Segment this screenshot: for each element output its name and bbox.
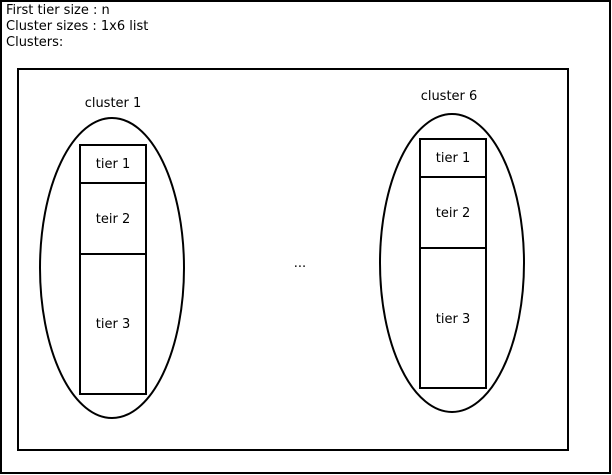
clusters-ellipsis: ... <box>294 256 306 271</box>
cluster-6-label: cluster 6 <box>421 89 478 104</box>
cluster-6: cluster 6 tier 1 teir 2 tier 3 <box>379 89 525 413</box>
cluster-6-tier-1-label: tier 1 <box>436 151 470 166</box>
cluster-1-label: cluster 1 <box>85 96 142 111</box>
clusters-heading: Clusters: <box>6 35 64 50</box>
cluster-1: cluster 1 tier 1 teir 2 tier 3 <box>39 96 185 419</box>
clusters-container <box>17 68 569 451</box>
cluster-1-tier-2-label: teir 2 <box>96 212 130 227</box>
cluster-6-ellipse <box>379 113 525 413</box>
cluster-6-tier-3-label: tier 3 <box>436 312 470 327</box>
cluster-1-ellipse <box>39 117 185 419</box>
cluster-6-tier-2-label: teir 2 <box>436 206 470 221</box>
cluster-6-tier-3-box <box>419 247 487 389</box>
first-tier-size-text: First tier size : n <box>6 3 110 18</box>
cluster-1-tier-3-box <box>79 253 147 395</box>
cluster-1-tier-1-label: tier 1 <box>96 157 130 172</box>
cluster-sizes-text: Cluster sizes : 1x6 list <box>6 19 149 34</box>
cluster-1-tier-3-label: tier 3 <box>96 317 130 332</box>
